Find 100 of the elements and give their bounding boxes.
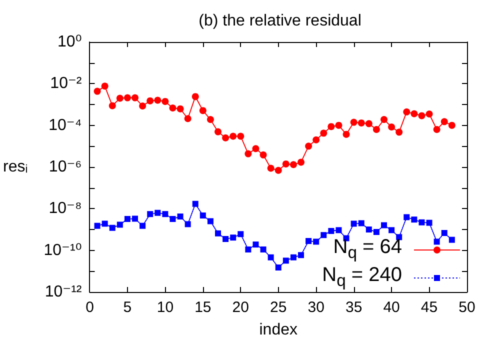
point bbox=[320, 232, 327, 238]
point bbox=[306, 238, 312, 244]
point bbox=[252, 242, 259, 248]
point bbox=[238, 231, 244, 238]
point bbox=[358, 119, 365, 126]
point bbox=[290, 254, 296, 260]
legend-label: N$_{q}$ = 64 bbox=[333, 236, 402, 264]
legend-label: N$_{q}$ = 240 bbox=[322, 264, 402, 292]
point bbox=[102, 220, 108, 227]
point bbox=[388, 227, 395, 234]
point bbox=[124, 216, 130, 222]
point bbox=[116, 222, 123, 228]
point bbox=[252, 145, 260, 152]
point bbox=[230, 132, 237, 140]
point bbox=[426, 110, 433, 118]
point bbox=[199, 107, 206, 114]
point bbox=[267, 164, 274, 172]
x-tick-label: 45 bbox=[420, 299, 438, 316]
point bbox=[305, 142, 312, 150]
point bbox=[200, 212, 206, 218]
point bbox=[124, 94, 131, 102]
point bbox=[336, 227, 342, 234]
x-axis-title: index bbox=[259, 322, 298, 338]
y-tick-label: 10⁻¹² bbox=[44, 284, 82, 300]
point bbox=[372, 126, 380, 134]
point bbox=[169, 104, 176, 112]
y-tick-label: 10⁻¹⁰ bbox=[44, 242, 82, 259]
point bbox=[320, 130, 328, 137]
point bbox=[433, 126, 440, 134]
point bbox=[268, 254, 274, 260]
x-tick-label: 35 bbox=[345, 299, 362, 316]
point bbox=[411, 216, 418, 223]
point bbox=[176, 105, 184, 112]
point bbox=[245, 246, 252, 252]
point bbox=[177, 214, 184, 220]
point bbox=[207, 218, 214, 224]
x-tick-label: 30 bbox=[308, 299, 324, 316]
y-tick-label: 10⁻⁴ bbox=[48, 116, 82, 134]
point bbox=[230, 234, 236, 241]
chart-title: (b) the relative residual bbox=[198, 12, 362, 30]
point bbox=[260, 246, 266, 252]
point bbox=[108, 102, 116, 110]
point bbox=[94, 222, 100, 229]
point bbox=[154, 210, 161, 216]
point bbox=[244, 150, 252, 158]
x-tick-label: 40 bbox=[383, 299, 400, 316]
point bbox=[206, 116, 214, 124]
point bbox=[116, 94, 124, 102]
point bbox=[147, 211, 154, 218]
point bbox=[274, 166, 282, 174]
point bbox=[313, 238, 320, 245]
point bbox=[410, 110, 418, 118]
y-tick-label: 10⁻⁶ bbox=[48, 158, 82, 176]
point bbox=[260, 151, 267, 158]
point bbox=[365, 120, 372, 128]
point bbox=[282, 160, 290, 168]
point bbox=[426, 220, 432, 226]
point bbox=[328, 228, 334, 234]
point bbox=[170, 216, 176, 222]
point bbox=[214, 128, 222, 136]
point bbox=[396, 128, 403, 136]
point bbox=[404, 214, 410, 220]
y-tick-label: 10⁰ bbox=[58, 34, 82, 50]
point bbox=[237, 132, 244, 140]
point bbox=[132, 216, 138, 222]
point bbox=[373, 228, 380, 235]
point bbox=[350, 118, 358, 126]
point bbox=[132, 94, 139, 102]
point bbox=[140, 222, 146, 229]
point bbox=[162, 98, 169, 105]
point bbox=[184, 221, 191, 228]
point bbox=[94, 88, 101, 95]
point bbox=[139, 102, 146, 110]
x-tick-label: 5 bbox=[123, 299, 132, 316]
point bbox=[290, 161, 297, 168]
y-tick-label: 10⁻² bbox=[50, 75, 82, 92]
point bbox=[342, 130, 350, 138]
point bbox=[448, 236, 455, 243]
point bbox=[215, 230, 222, 236]
point bbox=[440, 118, 448, 126]
point bbox=[335, 122, 342, 129]
point bbox=[403, 108, 410, 116]
x-tick-label: 25 bbox=[270, 299, 287, 316]
point bbox=[146, 97, 154, 104]
point bbox=[381, 222, 388, 228]
x-tick-label: 0 bbox=[86, 299, 94, 316]
point bbox=[192, 93, 199, 100]
point bbox=[358, 220, 364, 226]
point bbox=[434, 238, 440, 245]
point bbox=[282, 258, 289, 264]
x-tick-label: 50 bbox=[458, 299, 476, 316]
point bbox=[162, 211, 168, 218]
point bbox=[192, 200, 198, 207]
point bbox=[222, 134, 230, 142]
point bbox=[101, 82, 108, 90]
point bbox=[350, 220, 357, 227]
point bbox=[448, 122, 456, 129]
point bbox=[109, 224, 116, 231]
point bbox=[222, 236, 229, 242]
point bbox=[275, 264, 282, 270]
